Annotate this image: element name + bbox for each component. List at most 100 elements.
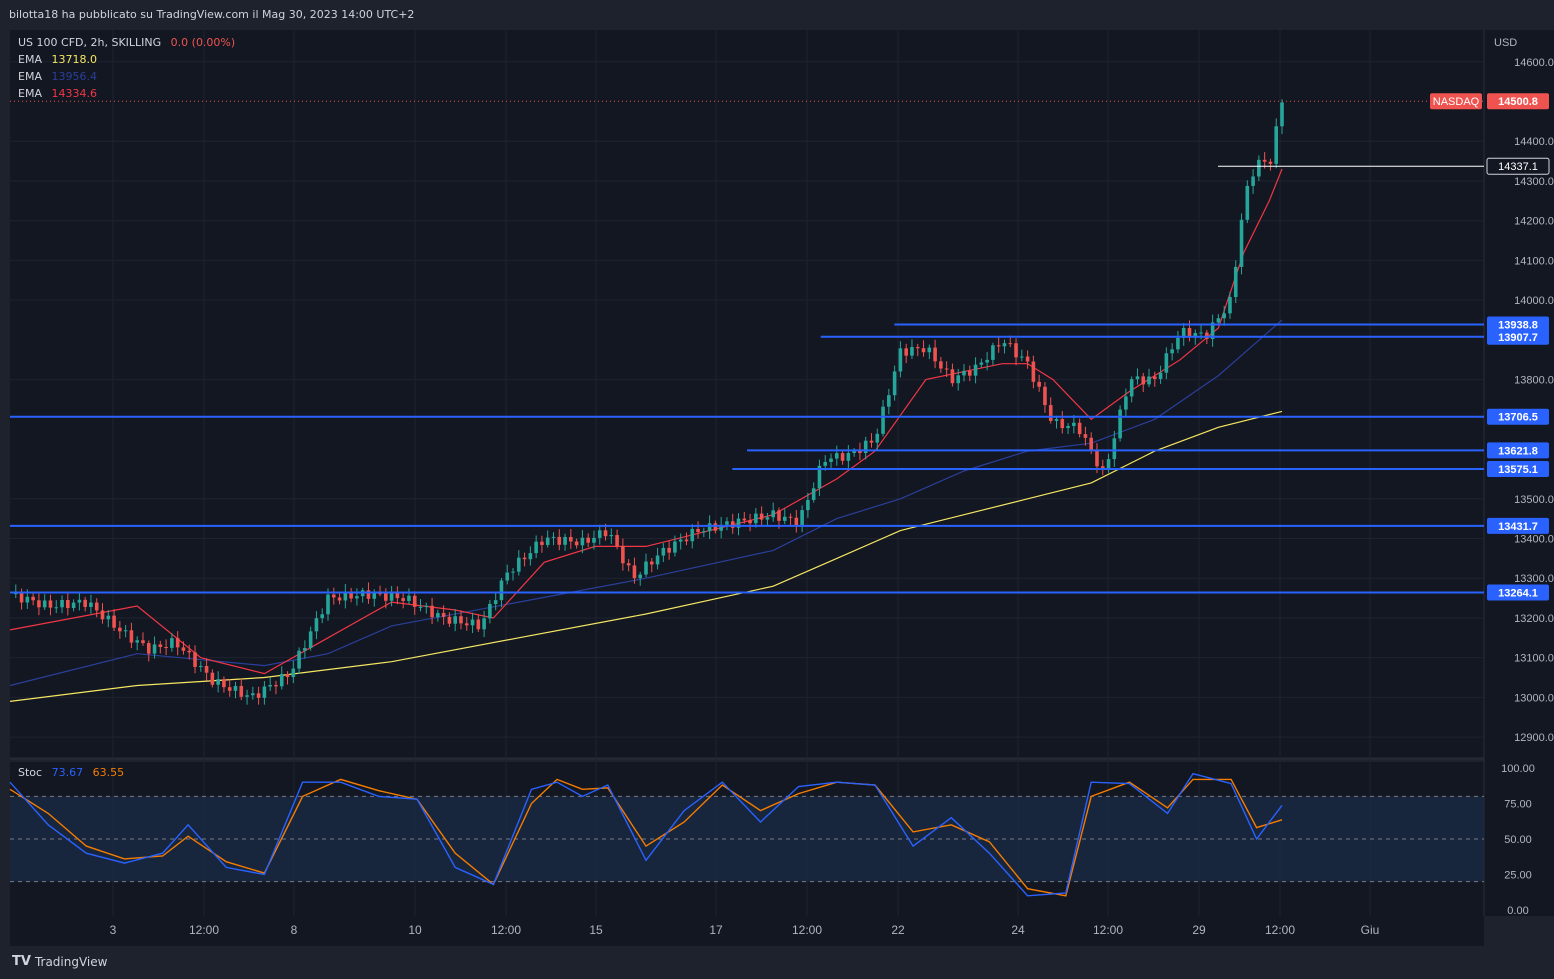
candle-body <box>800 510 804 527</box>
y-tick-label: 14400.0 <box>1514 136 1554 148</box>
stochastic-d-value: 63.55 <box>92 766 125 779</box>
candle-body <box>702 531 706 533</box>
candle-body <box>256 693 261 698</box>
candle-body <box>1268 161 1273 164</box>
level-price-tag <box>1487 584 1549 601</box>
candle-body <box>603 530 608 537</box>
ema-label: EMA <box>18 53 42 66</box>
candle-body <box>863 440 868 454</box>
candle-body <box>719 524 723 531</box>
candle-body <box>303 648 307 651</box>
time-scale <box>10 916 1484 946</box>
candle-body <box>314 618 319 632</box>
tradingview-logo-text: TradingView <box>34 954 108 969</box>
candle-body <box>326 594 330 615</box>
candle-body <box>297 650 301 669</box>
candle-body <box>597 530 602 538</box>
ema-fast-line <box>9 168 1283 675</box>
candle-body <box>933 347 937 362</box>
ema-row-1[interactable]: EMA 13718.0 <box>18 51 235 68</box>
candle-body <box>829 458 833 462</box>
candle-body <box>551 536 556 538</box>
candle-body <box>193 652 197 667</box>
y-tick-label: 13000.0 <box>1514 692 1554 704</box>
candle-body <box>852 450 856 454</box>
candle-body <box>1048 405 1053 421</box>
ema-value: 14334.6 <box>51 87 97 100</box>
candle-body <box>1008 343 1013 345</box>
candle-body <box>1054 419 1059 421</box>
candle-body <box>187 650 192 653</box>
candle-body <box>517 557 521 572</box>
candle-body <box>858 450 862 454</box>
stochastic-tick-label: 50.00 <box>1504 834 1532 846</box>
candle-body <box>771 510 775 518</box>
candle-body <box>1199 332 1203 334</box>
tradingview-logo-icon: TV <box>12 954 31 969</box>
candle-body <box>1181 328 1186 338</box>
candle-body <box>291 668 296 678</box>
stochastic-tick-label: 100.00 <box>1501 763 1535 775</box>
candle-body <box>563 536 567 545</box>
y-tick-label: 14200.0 <box>1514 216 1554 228</box>
candle-body <box>511 571 515 573</box>
candle-body <box>1124 396 1128 410</box>
candle-body <box>667 547 671 553</box>
symbol-tag-label: NASDAQ <box>1433 96 1480 108</box>
candle-body <box>869 440 874 443</box>
candle-body <box>921 348 926 353</box>
candle-body <box>696 528 700 533</box>
candle-body <box>251 693 255 696</box>
ema-row-3[interactable]: EMA 14334.6 <box>18 85 235 102</box>
candle-body <box>615 535 619 547</box>
candle-body <box>1066 425 1070 429</box>
candle-body <box>1158 372 1163 379</box>
candle-body <box>644 561 648 575</box>
candle-body <box>1112 438 1117 460</box>
candle-body <box>204 665 209 673</box>
candle-body <box>1251 176 1255 186</box>
x-tick-label: 17 <box>709 923 723 937</box>
candle-body <box>1043 386 1047 406</box>
candle-body <box>152 644 157 654</box>
candle-body <box>1089 437 1093 450</box>
candle-body <box>1106 459 1111 469</box>
marker-tag <box>1486 157 1550 175</box>
stochastic-k-line <box>9 772 1283 897</box>
candle-body <box>308 631 313 649</box>
candle-body <box>835 453 839 459</box>
x-tick-label: 12:00 <box>792 923 822 937</box>
y-tick-label: 13200.0 <box>1514 613 1554 625</box>
candle-body <box>476 619 481 630</box>
candle-body <box>950 369 955 384</box>
symbol-label[interactable]: US 100 CFD, 2h, SKILLING <box>18 36 162 49</box>
candle-body <box>730 521 735 528</box>
candle-body <box>285 674 290 678</box>
x-tick-label: 29 <box>1192 923 1206 937</box>
y-tick-label: 14600.0 <box>1514 57 1554 69</box>
symbol-row: US 100 CFD, 2h, SKILLING 0.0 (0.00%) <box>18 34 235 51</box>
candle-body <box>765 517 770 520</box>
candle-body <box>245 695 249 697</box>
candle-body <box>742 518 747 521</box>
candle-body <box>1187 328 1192 338</box>
candle-body <box>123 630 128 632</box>
candle-body <box>690 528 695 542</box>
candle-body <box>175 638 180 648</box>
candle-body <box>574 541 579 546</box>
candle-body <box>66 600 70 609</box>
y-tick-label: 13100.0 <box>1514 653 1554 665</box>
candle-body <box>1014 343 1018 358</box>
candle-body <box>499 580 504 601</box>
candle-body <box>459 616 463 624</box>
candle-body <box>806 499 810 511</box>
y-tick-label: 13500.0 <box>1514 494 1554 506</box>
candle-body <box>1274 126 1279 164</box>
tradingview-logo[interactable]: TV TradingView <box>12 954 107 969</box>
level-price-label: 13431.7 <box>1498 521 1538 533</box>
candle-body <box>83 599 87 607</box>
ema-row-2[interactable]: EMA 13956.4 <box>18 68 235 85</box>
candle-body <box>430 605 434 618</box>
stochastic-legend[interactable]: Stoc 73.67 63.55 <box>18 766 124 779</box>
